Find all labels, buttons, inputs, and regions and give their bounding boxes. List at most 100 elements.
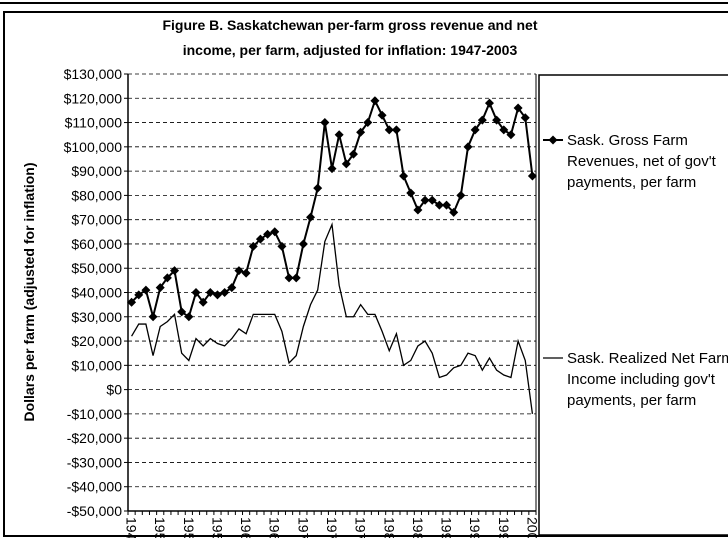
series-line [130,98,534,319]
point-marker [191,288,201,297]
y-tick-label: -$10,000 [67,406,122,422]
point-marker [227,283,237,293]
point-marker [134,290,144,300]
point-marker [198,297,208,307]
point-marker [241,268,251,278]
y-tick-label: $130,000 [64,66,123,82]
x-tick-label: 1963 [238,517,254,538]
x-tick-label: 1991 [439,517,455,538]
point-marker [170,266,180,276]
point-marker [434,200,444,210]
x-tick-label: 1995 [467,517,483,538]
point-marker [284,273,294,283]
point-marker [234,266,244,276]
x-tick-label: 1975 [324,517,340,538]
y-tick-label: -$30,000 [67,454,122,470]
point-marker [399,171,409,181]
point-marker [377,110,387,120]
point-marker [277,241,287,251]
point-marker [456,190,466,200]
y-tick-label: $10,000 [71,357,122,373]
point-marker [363,118,373,128]
point-marker [298,239,308,249]
y-tick-label: -$50,000 [67,503,122,519]
point-marker [127,297,137,307]
x-tick-label: 1979 [353,517,369,538]
point-marker [184,312,194,322]
point-marker [513,103,523,113]
point-marker [263,229,273,239]
point-marker [527,171,537,181]
y-tick-label: $60,000 [71,236,122,252]
point-marker [384,125,394,135]
point-marker [205,288,215,297]
point-marker [320,118,330,128]
point-marker [348,149,358,159]
legend-box [538,74,728,536]
x-tick-label: 1951 [152,517,168,538]
y-tick-label: $120,000 [64,90,123,106]
point-marker [327,164,337,174]
legend-label: Sask. Gross Farm Revenues, net of gov't … [567,132,716,191]
point-marker [306,212,316,222]
chart-title: Figure B. Saskatchewan per-farm gross re… [162,17,537,33]
y-tick-label: $80,000 [71,187,122,203]
y-tick-label: -$20,000 [67,430,122,446]
y-tick-label: $70,000 [71,212,122,228]
y-tick-label: $30,000 [71,309,122,325]
point-marker [520,113,530,123]
point-marker [449,207,459,217]
y-tick-label: $50,000 [71,260,122,276]
x-tick-label: 1971 [295,517,311,538]
y-tick-label: $110,000 [65,115,123,131]
x-tick-label: 1999 [496,517,512,538]
x-tick-label: 1947 [124,517,140,538]
point-marker [212,290,222,300]
point-marker [270,227,280,237]
y-tick-label: $0 [106,382,122,398]
point-marker [313,183,323,193]
point-marker [492,115,502,125]
x-tick-label: 2003 [524,517,540,538]
series-line [131,221,534,414]
point-marker [442,200,452,210]
point-marker [291,273,301,283]
point-marker [148,312,158,322]
point-marker [356,127,366,137]
point-marker [506,130,516,140]
point-marker [162,273,172,283]
y-tick-label: $40,000 [71,285,122,301]
point-marker [470,125,480,135]
y-tick-label: $20,000 [71,333,122,349]
point-marker [255,234,265,244]
point-marker [420,195,430,205]
point-marker [220,288,230,297]
point-marker [177,307,187,317]
point-marker [391,125,401,135]
y-tick-label: $90,000 [71,163,122,179]
point-marker [406,188,416,198]
x-tick-label: 1983 [381,517,397,538]
point-marker [499,125,509,135]
point-marker [370,96,380,106]
legend-label: Sask. Realized Net Farm Income including… [567,350,728,409]
point-marker [477,115,487,125]
point-marker [341,159,351,169]
y-tick-label: $100,000 [64,139,123,155]
x-tick-label: 1959 [209,517,225,538]
point-marker [413,205,423,215]
point-marker [248,241,258,251]
chart-frame [3,11,728,537]
point-marker [334,130,344,140]
legend-marker [548,135,558,145]
point-marker [484,98,494,108]
x-tick-label: 1955 [181,517,197,538]
x-tick-label: 1967 [267,517,283,538]
chart-title: income, per farm, adjusted for inflation… [183,42,518,58]
y-axis-label: Dollars per farm (adjusted for inflation… [21,162,37,421]
point-marker [463,142,473,152]
point-marker [427,195,437,205]
point-marker [141,285,151,295]
